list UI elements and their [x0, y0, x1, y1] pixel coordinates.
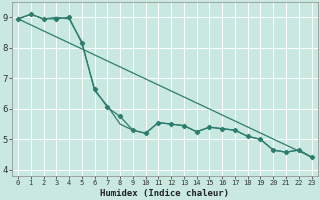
X-axis label: Humidex (Indice chaleur): Humidex (Indice chaleur)	[100, 189, 229, 198]
